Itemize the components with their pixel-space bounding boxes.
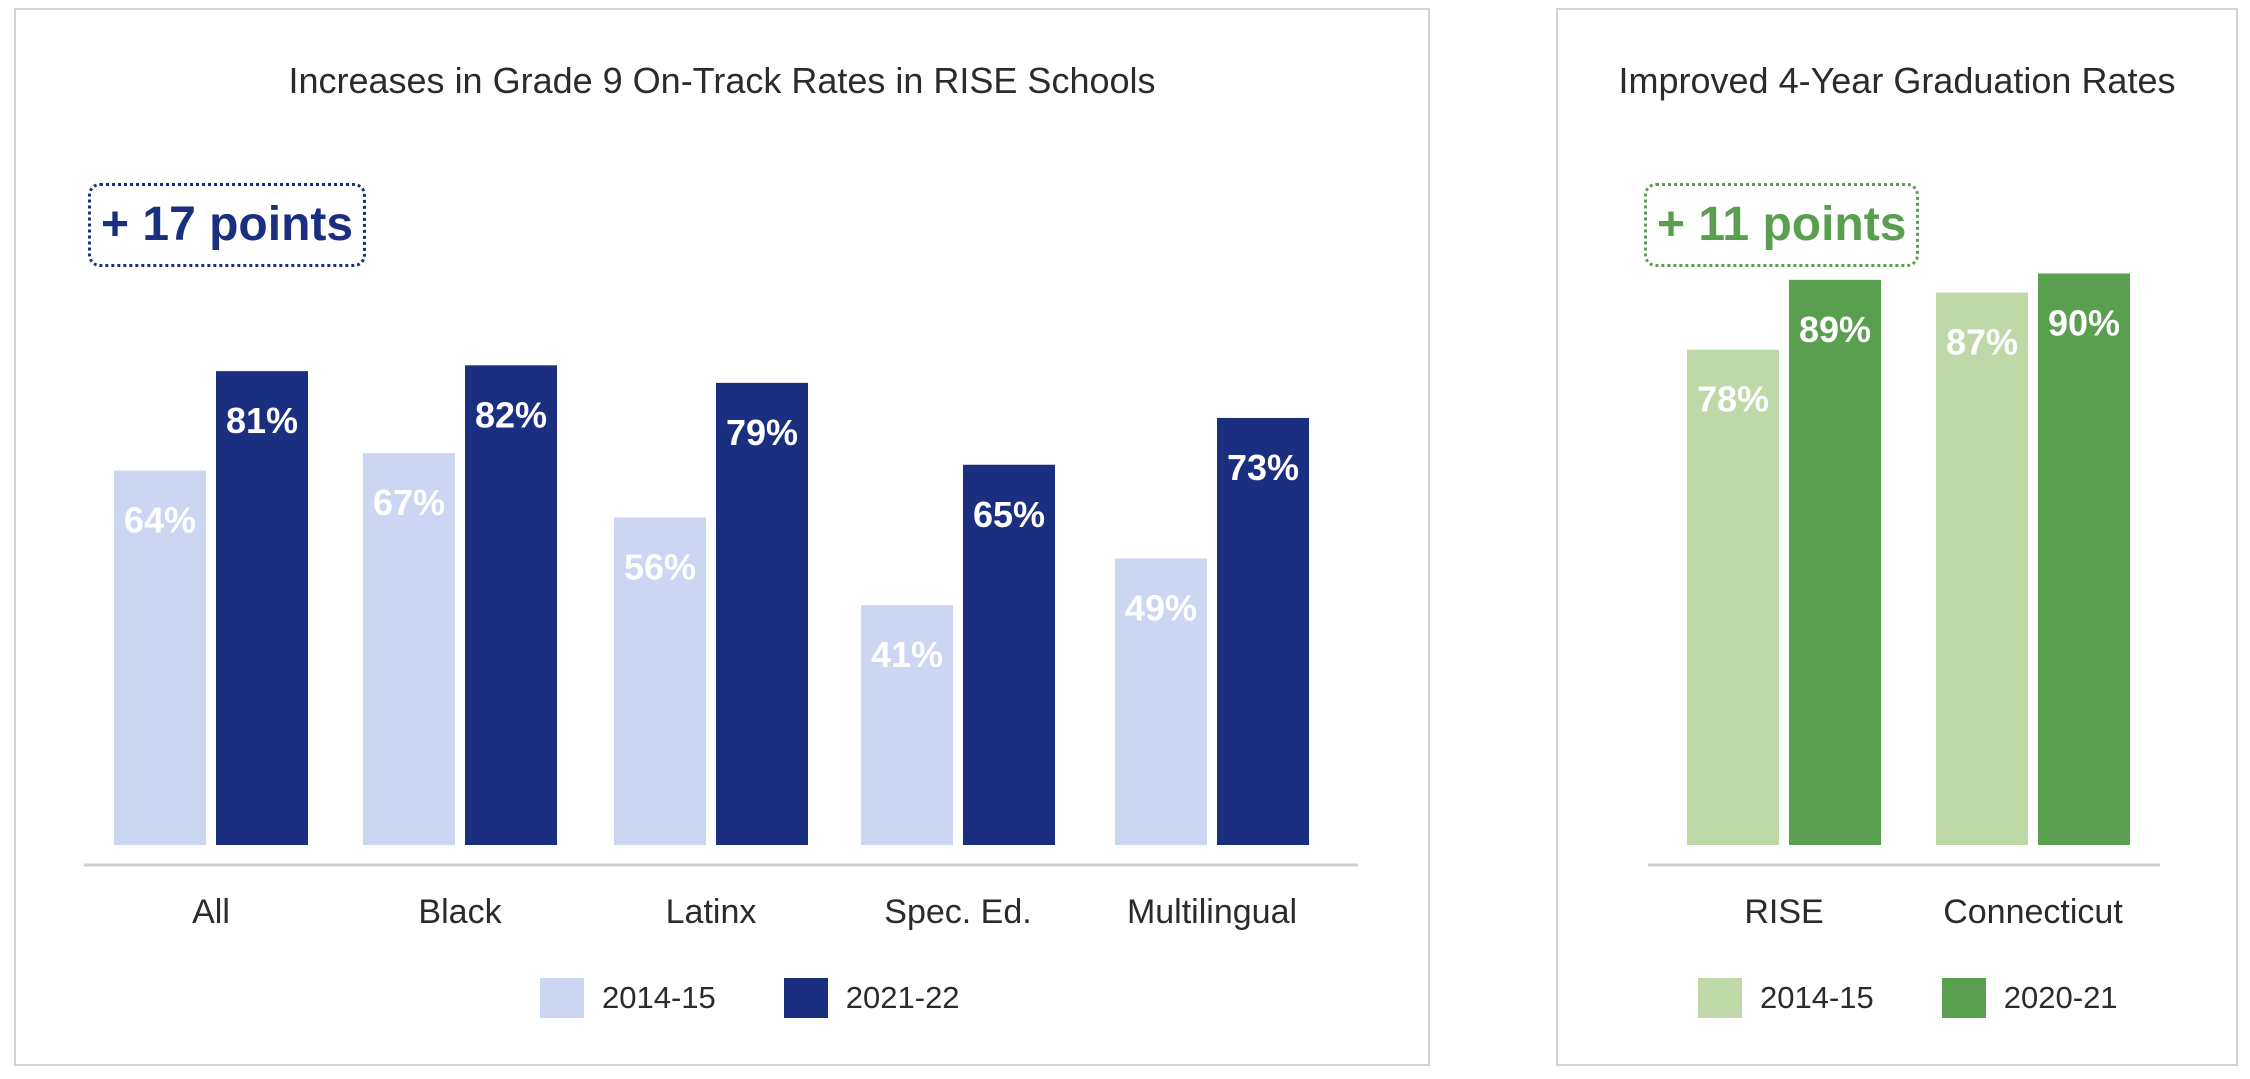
legend-label: 2014-15 bbox=[602, 980, 716, 1015]
bar-connecticut-2020-21 bbox=[2038, 273, 2130, 845]
bar-black-2014-15 bbox=[363, 453, 455, 845]
graduation-chart-panel: Improved 4-Year Graduation Rates 78% 89% R… bbox=[1556, 8, 2238, 1066]
legend-swatch-dark bbox=[783, 978, 828, 1018]
bar-spec-ed--2021-22 bbox=[963, 464, 1055, 845]
bar-latinx-2021-22 bbox=[716, 382, 808, 845]
chart-title: Increases in Grade 9 On-Track Rates in R… bbox=[288, 60, 1156, 101]
bar-value-label: 81% bbox=[226, 400, 298, 441]
points-increase-callout: + 11 points bbox=[1644, 183, 1920, 267]
bar-all-2014-15 bbox=[114, 470, 206, 845]
bar-all-2021-22 bbox=[216, 371, 308, 845]
graduation-bar-plot: 78% 89% RISE 87% 90% Connecticut bbox=[1648, 273, 2160, 931]
bar-value-label: 78% bbox=[1697, 379, 1769, 420]
bar-value-label: 49% bbox=[1125, 587, 1197, 628]
bar-connecticut-2014-15 bbox=[1936, 292, 2028, 845]
legend-item-2021-22: 2021-22 bbox=[783, 978, 960, 1018]
x-tick-label: Spec. Ed. bbox=[884, 893, 1031, 931]
bar-latinx-2014-15 bbox=[614, 517, 706, 845]
legend-label: 2021-22 bbox=[845, 980, 960, 1015]
legend-swatch-light bbox=[1698, 978, 1742, 1018]
bar-value-label: 56% bbox=[624, 546, 696, 587]
x-tick-label: Connecticut bbox=[1943, 893, 2123, 931]
x-tick-label: RISE bbox=[1744, 893, 1823, 931]
chart-legend: 2014-15 2021-22 bbox=[540, 978, 960, 1018]
bar-value-label: 90% bbox=[2048, 303, 2120, 344]
legend-item-2014-15: 2014-15 bbox=[1698, 978, 1874, 1018]
x-tick-label: All bbox=[192, 893, 230, 931]
x-tick-label: Multilingual bbox=[1127, 893, 1297, 931]
bar-black-2021-22 bbox=[465, 365, 557, 845]
bar-multilingual-2014-15 bbox=[1115, 558, 1207, 845]
x-tick-label: Latinx bbox=[666, 893, 757, 931]
bar-multilingual-2021-22 bbox=[1217, 417, 1309, 845]
chart-legend: 2014-15 2020-21 bbox=[1698, 978, 2118, 1018]
points-increase-callout: + 17 points bbox=[88, 183, 367, 267]
bar-value-label: 64% bbox=[124, 500, 196, 541]
on-track-chart-panel: Increases in Grade 9 On-Track Rates in R… bbox=[14, 8, 1430, 1066]
legend-label: 2014-15 bbox=[1760, 980, 1874, 1015]
x-tick-label: Black bbox=[418, 893, 502, 931]
bar-rise-2020-21 bbox=[1789, 279, 1881, 846]
bar-value-label: 41% bbox=[871, 634, 943, 675]
bar-value-label: 67% bbox=[373, 482, 445, 523]
bar-value-label: 87% bbox=[1946, 322, 2018, 363]
legend-swatch-dark bbox=[1941, 978, 1986, 1018]
bar-value-label: 65% bbox=[973, 494, 1045, 535]
chart-title: Improved 4-Year Graduation Rates bbox=[1618, 60, 2176, 101]
legend-swatch-light bbox=[540, 978, 584, 1018]
legend-item-2014-15: 2014-15 bbox=[540, 978, 716, 1018]
bar-value-label: 89% bbox=[1799, 309, 1871, 350]
bar-spec-ed--2014-15 bbox=[861, 605, 953, 845]
legend-label: 2020-21 bbox=[2003, 980, 2118, 1015]
on-track-bar-plot: 64% 81% All 67% 82% Black 56% 79% Latinx 41% 65% Sp… bbox=[84, 365, 1358, 931]
bar-rise-2014-15 bbox=[1687, 349, 1779, 845]
legend-item-2020-21: 2020-21 bbox=[1941, 978, 2118, 1018]
bar-value-label: 79% bbox=[726, 412, 798, 453]
bar-value-label: 73% bbox=[1227, 447, 1299, 488]
bar-value-label: 82% bbox=[475, 394, 547, 435]
